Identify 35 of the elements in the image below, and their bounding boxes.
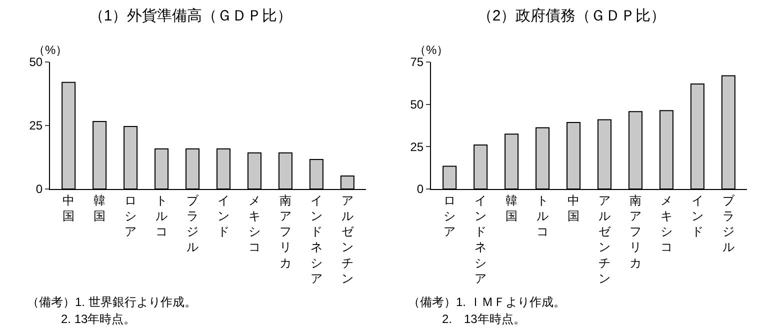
y-axis-title: （%） (33, 43, 68, 57)
x-tick-label: インドネシア (474, 193, 487, 286)
y-tick-label: 0 (36, 182, 43, 196)
x-tick-label: インドネシア (310, 193, 322, 286)
x-tick-label: ロシア (124, 193, 137, 239)
x-tick-label: メキシコ (248, 193, 260, 254)
x-tick-label: インド (217, 193, 230, 239)
x-tick-label: ブラジル (186, 193, 200, 254)
y-tick-label: 25 (29, 118, 43, 133)
x-tick-label: 韓国 (506, 193, 518, 223)
y-tick-label: 0 (416, 182, 424, 196)
y-tick-label: 75 (410, 55, 424, 70)
text: （備考）1. ＩＭＦより作成。 (408, 295, 566, 309)
y-axis-title: （%） (414, 43, 449, 57)
chart-title: （1）外貨準備高（ＧＤＰ比） (88, 7, 292, 24)
chart-title: （2）政府債務（ＧＤＰ比） (477, 7, 666, 24)
x-tick-label: 中国 (62, 193, 75, 223)
text: 2. 13年時点。 (61, 312, 136, 326)
y-tick-label: 50 (410, 98, 424, 112)
x-tick-label: 中国 (568, 193, 580, 223)
x-tick-label: アルゼンチン (341, 193, 354, 286)
x-tick-label: メキシコ (660, 193, 672, 254)
x-tick-label: トルコ (156, 193, 168, 239)
y-tick-label: 50 (29, 55, 43, 70)
text: （備考）1. 世界銀行より作成。 (27, 295, 196, 309)
text: 2. 13年時点。 (442, 312, 526, 326)
y-tick-label: 25 (410, 140, 424, 154)
x-tick-label: アルゼンチン (598, 193, 612, 286)
x-tick-label: 韓国 (94, 193, 106, 223)
x-tick-label: 南アフリカ (629, 193, 642, 270)
x-tick-label: 南アフリカ (279, 193, 292, 270)
x-tick-label: インド (691, 193, 704, 239)
x-tick-label: ロシア (444, 193, 456, 239)
x-tick-label: ブラジル (722, 193, 736, 254)
x-tick-label: トルコ (536, 193, 549, 239)
